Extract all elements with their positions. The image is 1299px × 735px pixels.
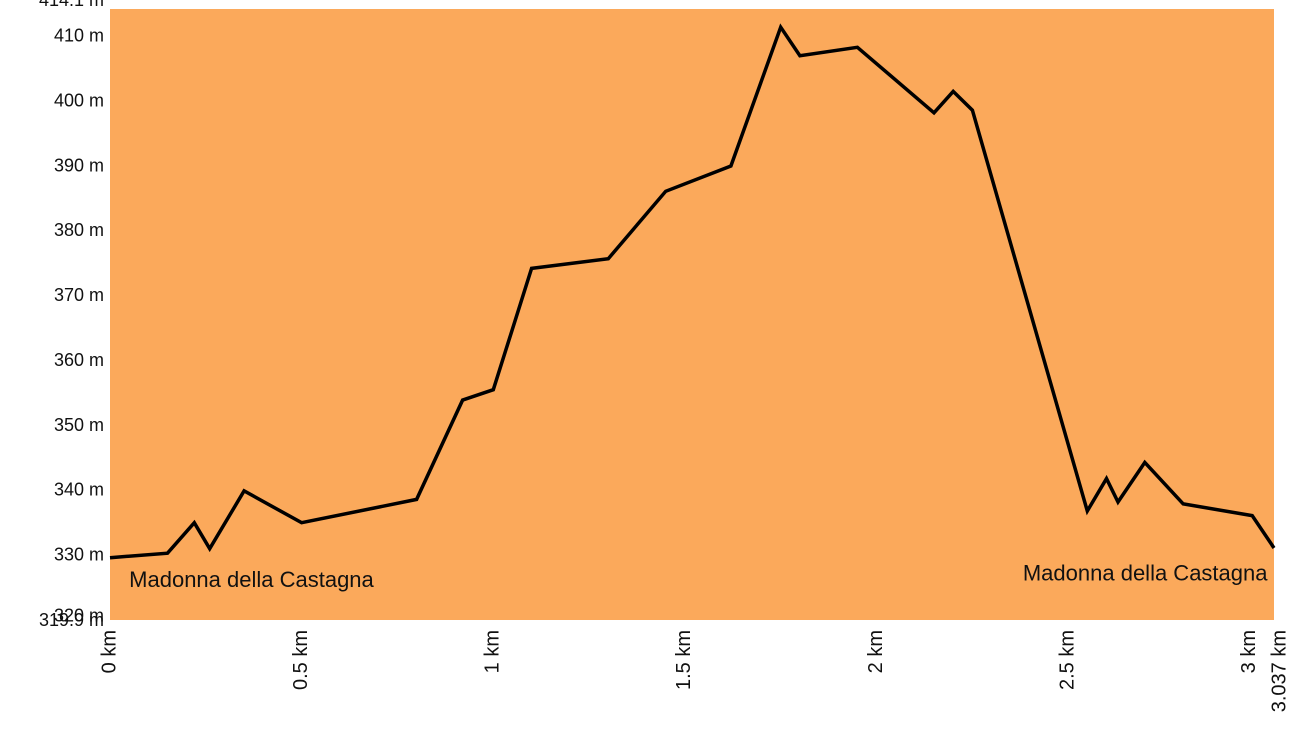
x-tick-label: 2 km: [865, 630, 887, 673]
x-axis: 0 km 0.5 km 1 km 1.5 km 2 km 2.5 km 3 km 3.037 …: [98, 630, 1290, 712]
y-tick-label: 380 m: [54, 220, 104, 240]
y-tick-label: 414.1 m: [39, 0, 104, 10]
elevation-line: [109, 23, 1276, 560]
x-tick-label: 0.5 km: [290, 630, 312, 690]
x-tick-label: 3 km: [1238, 630, 1260, 673]
y-tick-label: 400 m: [54, 90, 104, 110]
x-tick-label: 1.5 km: [673, 630, 695, 690]
plot-area: [110, 9, 1274, 620]
y-tick-label: 370 m: [54, 285, 104, 305]
y-tick-label: 320 m: [54, 605, 104, 625]
x-tick-label: 2.5 km: [1056, 630, 1078, 690]
y-tick-label: 360 m: [54, 350, 104, 370]
y-tick-label: 330 m: [54, 544, 104, 564]
y-tick-label: 319.9 m: [39, 610, 104, 630]
x-tick-label: 0 km: [98, 630, 120, 673]
annotation-label: Madonna della Castagna: [129, 567, 374, 592]
annotations: Madonna della CastagnaRoccoloneMadonna d…: [129, 560, 1268, 592]
annotation-label: Madonna della Castagna: [1023, 560, 1268, 585]
y-tick-label: 350 m: [54, 415, 104, 435]
y-tick-label: 390 m: [54, 155, 104, 175]
y-tick-label: 410 m: [54, 26, 104, 46]
x-tick-label: 1 km: [482, 630, 504, 673]
y-tick-label: 340 m: [54, 480, 104, 500]
x-tick-label: 3.037 km: [1268, 630, 1290, 712]
y-axis: 414.1 m 410 m 400 m 390 m 380 m 370 m 360 m 350…: [39, 0, 104, 630]
